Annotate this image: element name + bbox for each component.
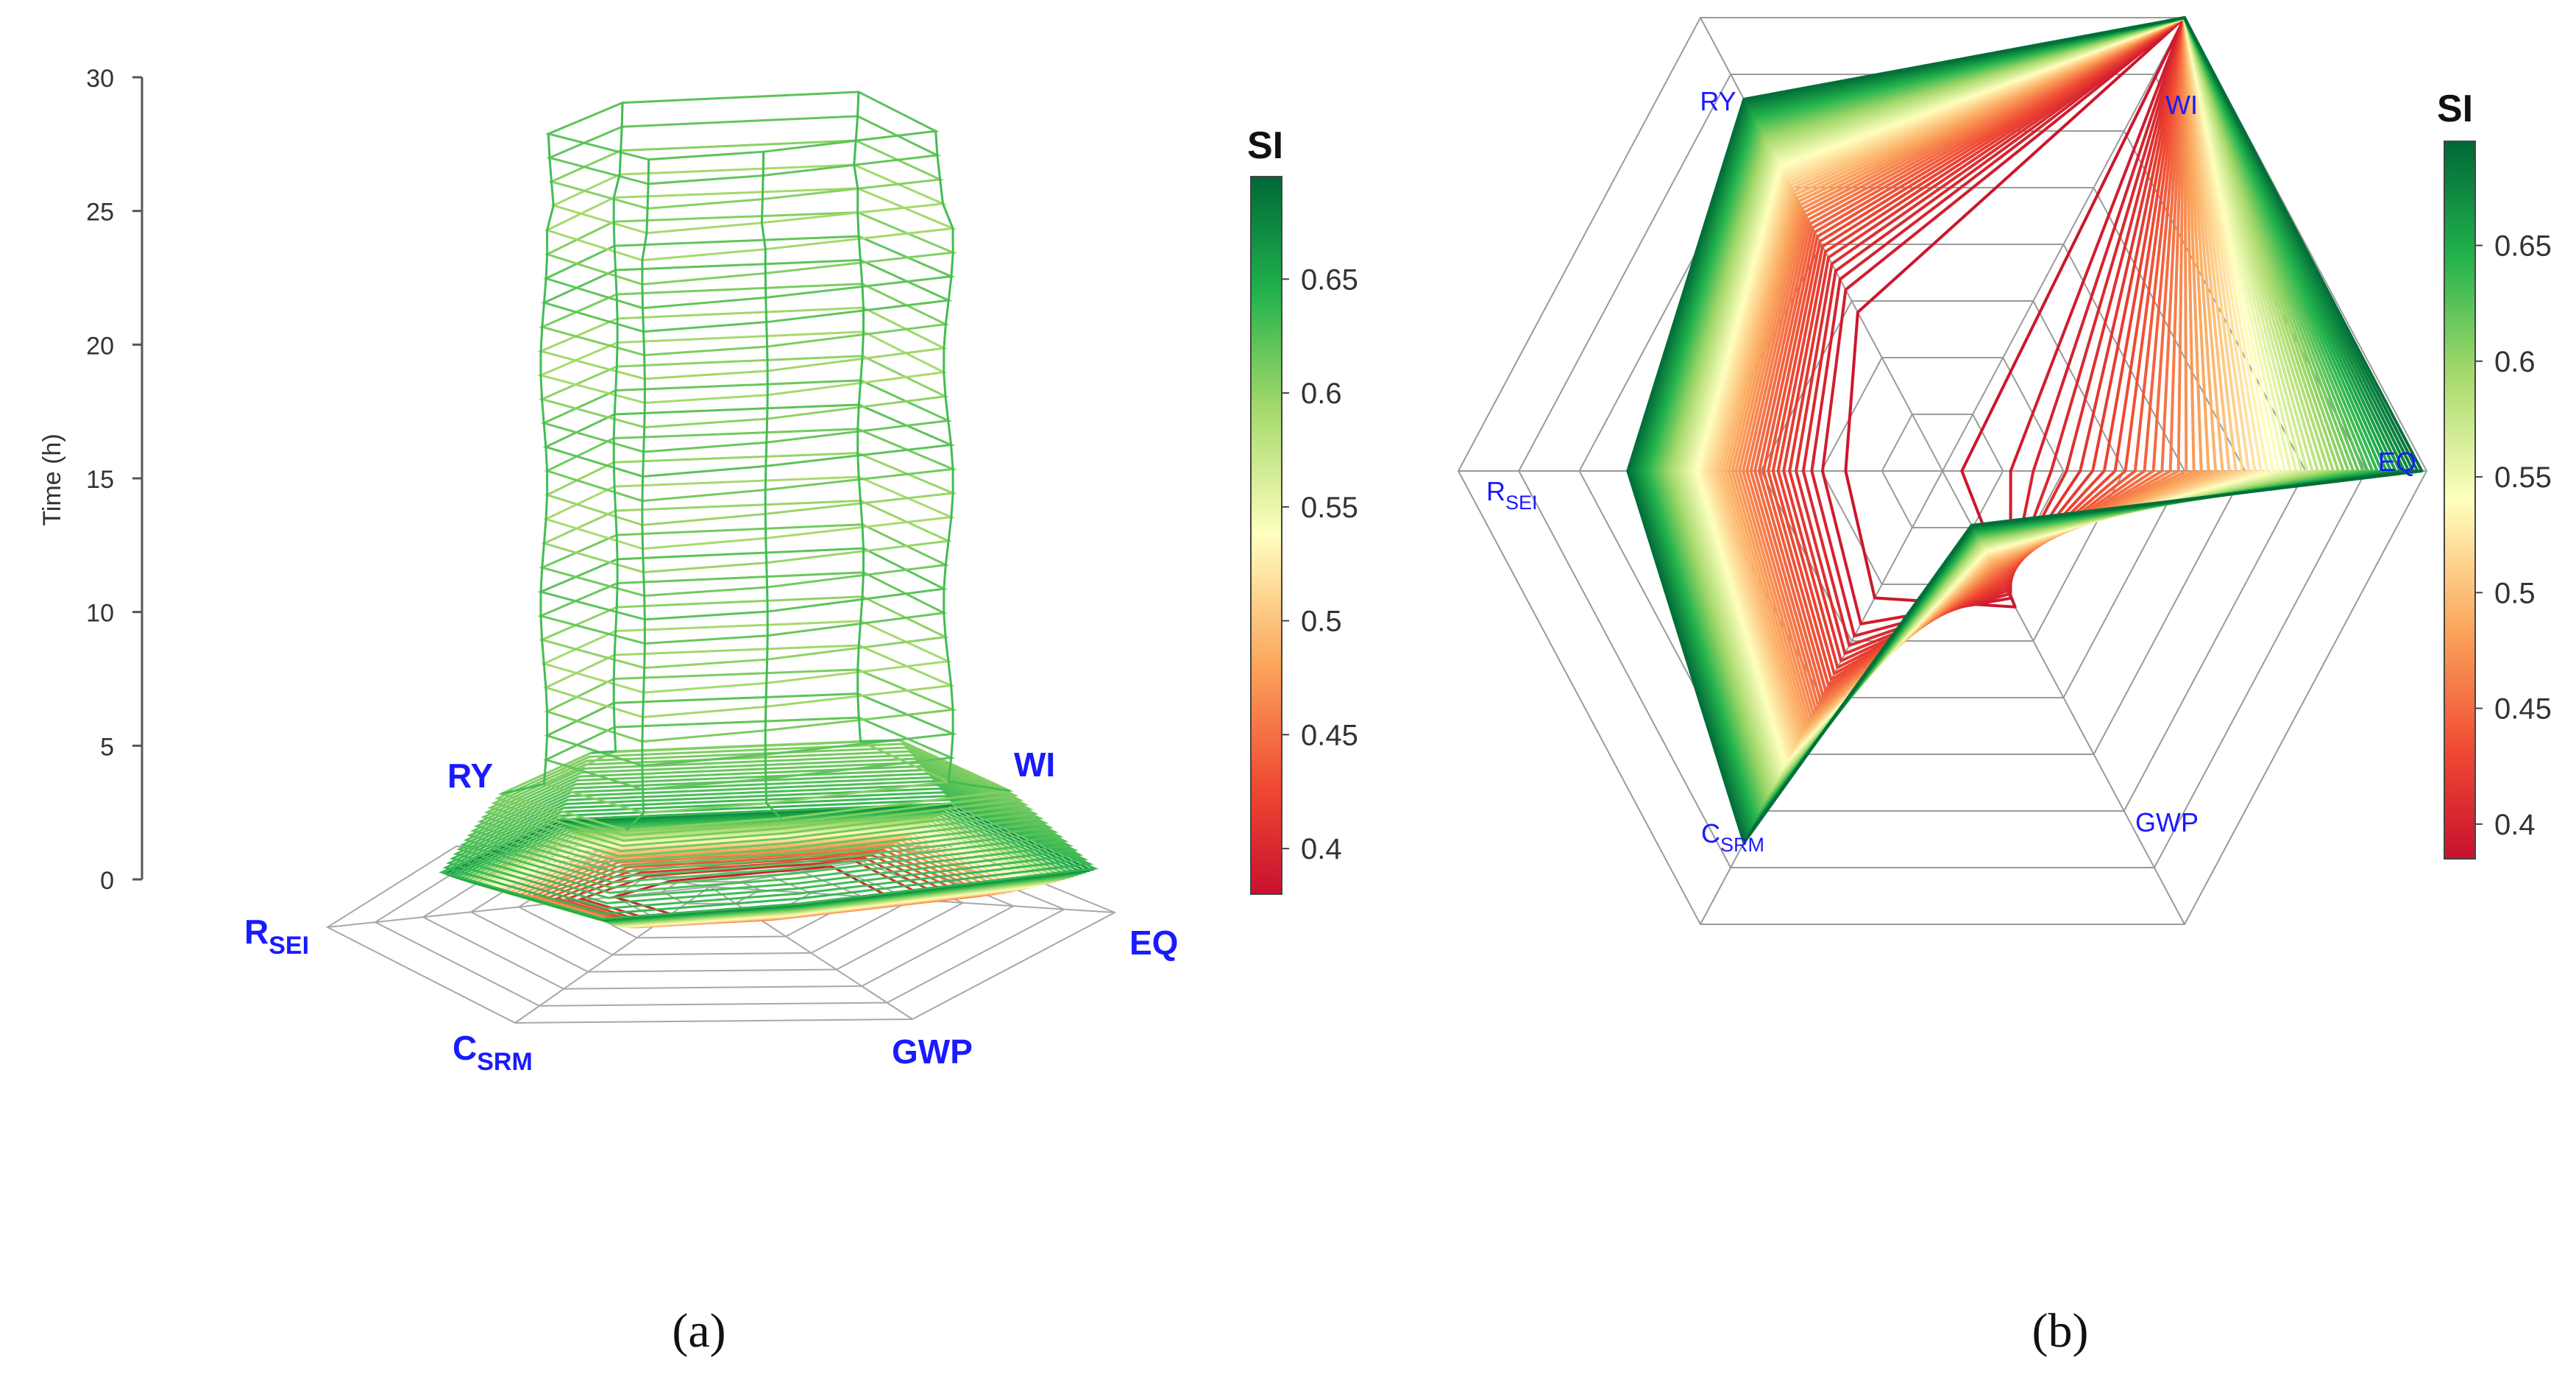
b-axis-label-rsei: RSEI [1486,476,1538,514]
colorbar-tick-label: 0.55 [1301,492,1358,524]
colorbar-tick-label: 0.5 [2494,577,2536,609]
z-tick-label: 0 [100,867,114,895]
surface-layer [494,743,1019,837]
z-ticks: 0 5 10 15 20 25 30 [86,65,142,895]
a-axis-label-wi: WI [1014,745,1055,784]
b-axis-label-rsei-main: R [1486,476,1505,506]
colorbar-b-ticks: 0.4 0.45 0.5 0.55 0.6 0.65 [2475,230,2552,841]
surface-layer [487,750,1029,847]
panel-b-lines [1626,16,2424,845]
surface-edge [625,159,650,832]
radar-spoke [1942,17,2185,472]
b-axis-label-rsei-sub: SEI [1505,492,1538,514]
colorbar-tick-label: 0.45 [1301,719,1358,751]
surface-layer [466,772,1059,879]
surface-layer [483,754,1035,852]
z-tick-label: 25 [86,199,114,227]
base-spoke [514,886,711,1024]
b-axis-label-ry: RY [1700,86,1736,116]
colorbar-b-bar [2444,141,2476,860]
surface-edge [500,133,555,796]
colorbar-a-bar [1250,176,1282,895]
z-tick-label: 15 [86,466,114,494]
colorbar-tick-label: 0.6 [2494,346,2536,378]
surface-layer [463,776,1064,884]
colorbar-b-title: SI [2437,88,2473,130]
a-axis-label-eq: EQ [1129,924,1178,962]
surface-layer [480,757,1039,858]
z-tick-label: 30 [86,65,114,93]
b-axis-label-csrm-sub: SRM [1720,834,1764,856]
colorbar-tick-label: 0.55 [2494,461,2552,494]
surface-layer [456,784,1074,894]
a-axis-label-rsei-sub: SEI [269,932,309,960]
radar-series-line [1626,16,2424,845]
surface-layer [491,746,1024,842]
z-axis-label: Time (h) [38,433,66,525]
surface-layer [449,791,1084,904]
surface-edge [853,91,900,743]
surface-edge [760,152,782,819]
colorbar-b: SI 0.4 0.45 0.5 0.55 0.6 0.65 [2437,88,2552,860]
colorbar-tick-label: 0.65 [1301,263,1358,296]
panel-b-label: (b) [2032,1304,2089,1358]
colorbar-tick-label: 0.6 [1301,378,1342,410]
radar-spoke [1700,17,1943,472]
surface-edge [934,131,1010,793]
z-tick-label: 5 [100,733,114,761]
z-axis: 0 5 10 15 20 25 30 Time (h) [38,65,143,895]
panel-b: RY WI EQ GWP CSRM RSEI SI 0.4 0.45 0.5 0.55… [1457,16,2552,1358]
surface-layer [453,787,1079,899]
colorbar-tick-label: 0.4 [2494,809,2536,841]
colorbar-a: SI 0.4 0.45 0.5 0.55 0.6 0.65 [1247,124,1358,895]
surface-edge [591,102,624,754]
surface-layer [473,765,1049,868]
panel-a-label: (a) [672,1304,725,1358]
b-axis-label-wi: WI [2165,90,2198,120]
a-axis-label-gwp: GWP [892,1032,973,1071]
surface-layer [442,798,1094,915]
panel-a-surface [439,91,1099,929]
colorbar-tick-label: 0.5 [1301,606,1342,638]
colorbar-tick-label: 0.4 [1301,833,1342,865]
surface-layer [446,795,1089,910]
base-spoke [327,886,711,928]
b-axis-label-gwp: GWP [2135,807,2199,837]
b-axis-label-eq: EQ [2378,447,2416,477]
a-axis-label-ry: RY [447,757,493,795]
colorbar-a-ticks: 0.4 0.45 0.5 0.55 0.6 0.65 [1282,263,1358,865]
z-tick-label: 20 [86,332,114,360]
colorbar-tick-label: 0.65 [2494,230,2552,263]
colorbar-tick-label: 0.45 [2494,693,2552,726]
a-axis-label-rsei-main: R [244,913,269,951]
a-axis-label-csrm-sub: SRM [477,1048,533,1076]
a-axis-label-csrm: CSRM [453,1029,533,1076]
z-tick-label: 10 [86,600,114,628]
a-axis-label-csrm-main: C [453,1029,477,1067]
a-axis-label-rsei: RSEI [244,913,309,960]
surface-layer [459,780,1069,889]
b-axis-label-csrm-main: C [1701,818,1720,848]
b-axis-label-csrm: CSRM [1701,818,1764,856]
colorbar-a-title: SI [1247,124,1283,167]
